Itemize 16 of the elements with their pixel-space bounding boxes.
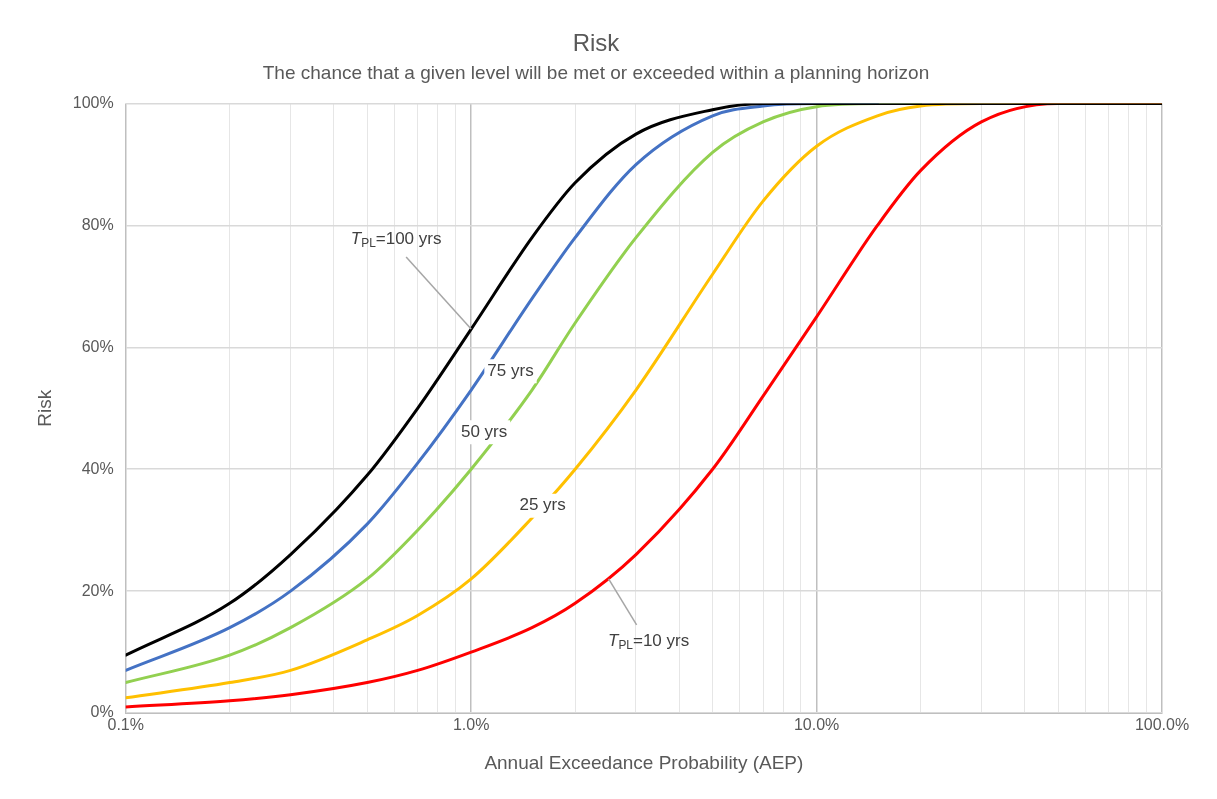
x-axis-title: Annual Exceedance Probability (AEP) bbox=[484, 751, 804, 773]
annotation: 50 yrs bbox=[460, 421, 508, 441]
y-tick-label: 100% bbox=[72, 94, 114, 112]
x-tick-label: 1.0% bbox=[452, 716, 490, 734]
y-tick-label: 80% bbox=[81, 215, 114, 233]
x-tick-label: 0.1% bbox=[107, 716, 144, 734]
y-tick-label: 40% bbox=[81, 459, 114, 477]
annotation: 75 yrs bbox=[487, 360, 534, 380]
x-tick-label: 100.0% bbox=[1134, 716, 1190, 734]
y-axis-title: Risk bbox=[33, 389, 55, 427]
chart-subtitle: The chance that a given level will be met or exceeded within a planning horizon bbox=[262, 62, 930, 84]
x-tick-label: 10.0% bbox=[793, 716, 840, 734]
annotation: 25 yrs bbox=[519, 495, 566, 515]
y-tick-label: 60% bbox=[81, 337, 114, 355]
y-tick-label: 20% bbox=[81, 581, 114, 599]
chart-title: Risk bbox=[572, 29, 621, 57]
